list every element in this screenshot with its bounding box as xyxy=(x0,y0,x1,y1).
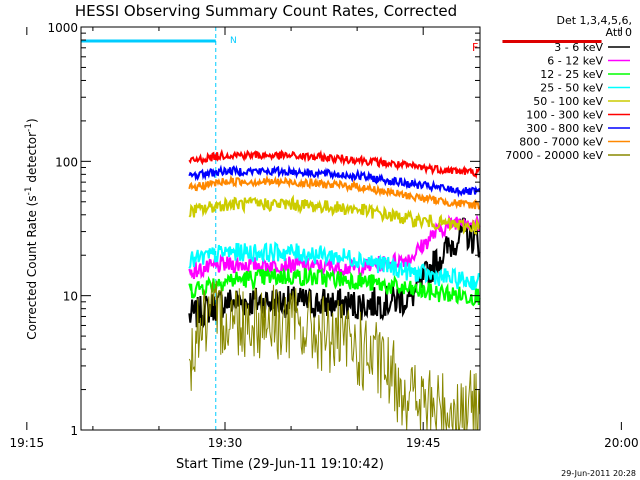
series-line-0 xyxy=(188,217,481,330)
plot-frame xyxy=(80,26,481,431)
x-tick-label-3: 20:00 xyxy=(604,436,639,450)
series-line-4 xyxy=(188,194,481,235)
series-line-3 xyxy=(188,241,481,291)
legend-header-1: Det 1,3,4,5,6, xyxy=(556,14,632,27)
y-tick-label-1: 10 xyxy=(63,290,78,304)
legend-header-2: Att 0 xyxy=(606,26,632,39)
legend-label-6: 300 - 800 keV xyxy=(526,122,603,135)
x-tick-label-0: 19:15 xyxy=(10,436,45,450)
series-line-6 xyxy=(188,164,481,198)
series-line-7 xyxy=(188,174,480,210)
y-axis: 1 10 100 1000 xyxy=(47,21,480,438)
legend-label-7: 800 - 7000 keV xyxy=(519,136,603,149)
x-axis-label: Start Time (29-Jun-11 19:10:42) xyxy=(176,457,384,472)
legend-label-5: 100 - 300 keV xyxy=(526,109,603,122)
series-line-8 xyxy=(188,280,481,431)
y-tick-label-3: 1000 xyxy=(47,21,78,35)
legend-label-2: 12 - 25 keV xyxy=(540,68,603,81)
x-tick-label-2: 19:45 xyxy=(406,436,441,450)
series-line-5 xyxy=(188,148,481,179)
y-axis-label: Corrected Count Rate (s-1 detector-1) xyxy=(24,118,39,339)
legend-label-1: 6 - 12 keV xyxy=(547,55,603,68)
legend-label-3: 25 - 50 keV xyxy=(540,82,603,95)
chart-title: HESSI Observing Summary Count Rates, Cor… xyxy=(75,2,457,20)
timestamp: 29-Jun-2011 20:28 xyxy=(561,469,636,478)
y-tick-label-0: 1 xyxy=(70,424,78,438)
x-tick-label-1: 19:30 xyxy=(208,436,243,450)
series-line-2 xyxy=(188,266,481,307)
legend-label-4: 50 - 100 keV xyxy=(533,95,603,108)
series-line-1 xyxy=(188,214,481,280)
legend-label-8: 7000 - 20000 keV xyxy=(505,149,603,162)
y-tick-label-2: 100 xyxy=(55,155,78,169)
legend-label-0: 3 - 6 keV xyxy=(554,41,603,54)
annotation-n: N xyxy=(230,36,237,46)
plot-area: NF xyxy=(81,27,602,431)
